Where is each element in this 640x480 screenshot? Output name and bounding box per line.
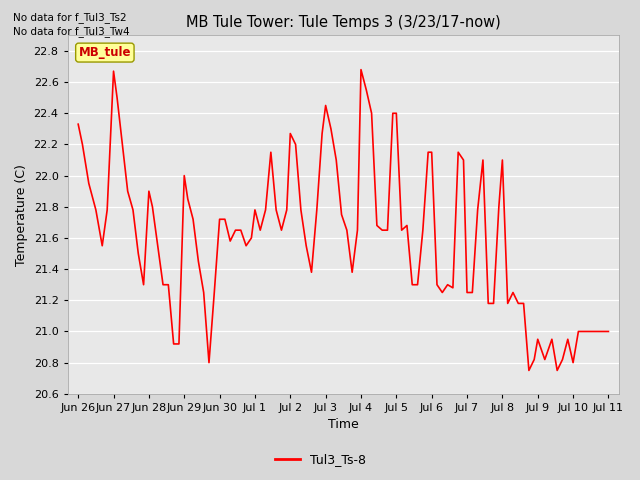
Y-axis label: Temperature (C): Temperature (C) (15, 164, 28, 265)
Legend: Tul3_Ts-8: Tul3_Ts-8 (269, 448, 371, 471)
Title: MB Tule Tower: Tule Temps 3 (3/23/17-now): MB Tule Tower: Tule Temps 3 (3/23/17-now… (186, 15, 500, 30)
Text: No data for f_Tul3_Tw4: No data for f_Tul3_Tw4 (13, 26, 129, 37)
X-axis label: Time: Time (328, 419, 358, 432)
Text: No data for f_Tul3_Ts2: No data for f_Tul3_Ts2 (13, 12, 127, 23)
Text: MB_tule: MB_tule (79, 46, 131, 59)
